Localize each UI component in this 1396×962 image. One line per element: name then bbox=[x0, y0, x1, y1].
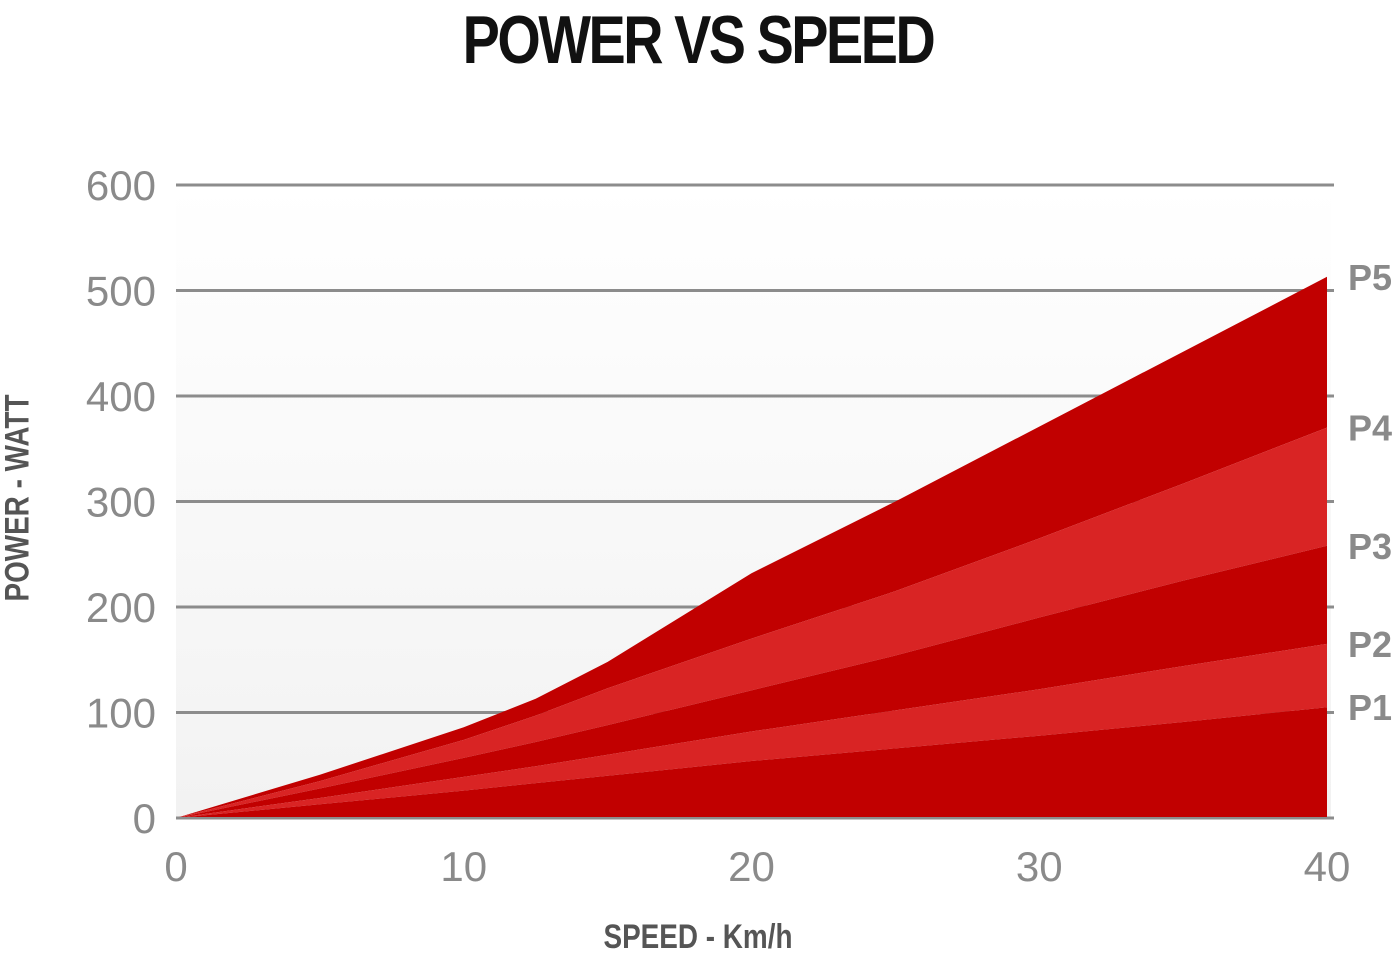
area-band-p1 bbox=[176, 707, 1327, 818]
y-tick-label-500: 500 bbox=[86, 268, 156, 315]
y-tick-label-400: 400 bbox=[86, 373, 156, 420]
x-tick-label-30: 30 bbox=[1016, 843, 1063, 890]
area-layer bbox=[176, 276, 1327, 818]
series-label-p5: P5 bbox=[1348, 257, 1392, 298]
y-tick-label-0: 0 bbox=[133, 795, 156, 842]
series-label-p3: P3 bbox=[1348, 526, 1392, 567]
label-layer: P1 P2 P3 P4 P5 bbox=[1348, 257, 1392, 728]
x-axis-label: SPEED - Km/h bbox=[603, 918, 793, 956]
series-label-p1: P1 bbox=[1348, 687, 1392, 728]
series-label-p2: P2 bbox=[1348, 624, 1392, 665]
y-tick-label-200: 200 bbox=[86, 584, 156, 631]
chart-title: POWER VS SPEED bbox=[462, 2, 936, 78]
x-tick-label-40: 40 bbox=[1304, 843, 1351, 890]
y-tick-label-100: 100 bbox=[86, 690, 156, 737]
series-label-p4: P4 bbox=[1348, 408, 1392, 449]
x-tick-label-0: 0 bbox=[164, 843, 187, 890]
x-tick-label-20: 20 bbox=[728, 843, 775, 890]
axis-layer: 0 100 200 300 400 500 600 0 10 20 30 40 bbox=[86, 162, 1350, 890]
y-tick-label-600: 600 bbox=[86, 162, 156, 209]
y-tick-label-300: 300 bbox=[86, 479, 156, 526]
x-tick-label-10: 10 bbox=[440, 843, 487, 890]
